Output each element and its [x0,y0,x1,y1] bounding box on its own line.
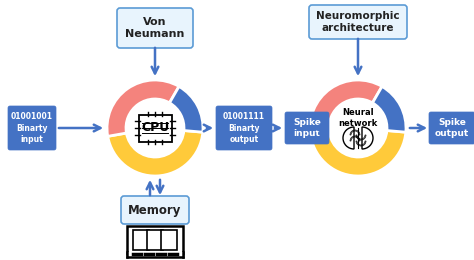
FancyBboxPatch shape [127,252,183,257]
Text: Spike
input: Spike input [293,118,321,138]
Wedge shape [310,80,382,136]
Text: CPU: CPU [141,120,169,133]
FancyBboxPatch shape [161,230,177,250]
FancyBboxPatch shape [121,196,189,224]
FancyBboxPatch shape [216,106,272,150]
Text: Neural
network: Neural network [338,108,378,128]
Wedge shape [311,131,406,176]
FancyBboxPatch shape [429,112,474,144]
Text: Neuromorphic
architecture: Neuromorphic architecture [316,11,400,33]
FancyBboxPatch shape [133,230,149,250]
FancyBboxPatch shape [117,8,193,48]
FancyBboxPatch shape [309,5,407,39]
Text: Spike
output: Spike output [435,118,469,138]
Wedge shape [373,86,406,132]
Wedge shape [108,131,203,176]
FancyBboxPatch shape [8,106,56,150]
FancyBboxPatch shape [285,112,329,144]
FancyBboxPatch shape [138,114,172,141]
Text: 01001111
Binarty
output: 01001111 Binarty output [223,112,265,144]
Circle shape [127,100,183,156]
Wedge shape [362,127,373,149]
Wedge shape [107,80,179,136]
Text: Memory: Memory [128,204,182,217]
FancyBboxPatch shape [127,226,183,254]
FancyBboxPatch shape [147,230,163,250]
Wedge shape [170,86,203,132]
Text: Von
Neumann: Von Neumann [125,17,185,39]
Text: 01001001
Binarty
input: 01001001 Binarty input [11,112,53,144]
Circle shape [330,100,386,156]
Wedge shape [343,127,354,149]
